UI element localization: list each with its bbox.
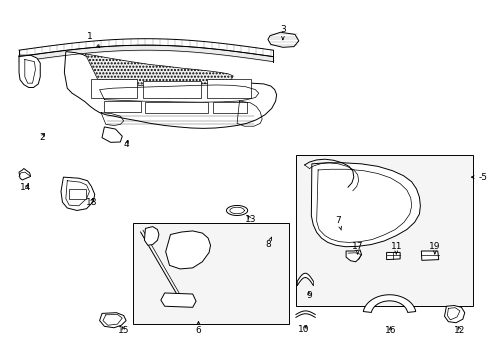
Polygon shape [311,163,420,247]
Text: 12: 12 [453,326,465,335]
Text: 4: 4 [123,140,129,149]
Text: -5: -5 [477,173,486,182]
Bar [212,102,246,113]
Polygon shape [346,250,361,262]
Polygon shape [226,206,247,216]
Text: 13: 13 [244,215,256,224]
Text: 15: 15 [118,326,129,335]
Polygon shape [19,55,40,87]
Text: 1: 1 [87,32,100,48]
Polygon shape [85,54,233,85]
Bar [104,101,141,112]
Bar [91,78,137,98]
Polygon shape [102,127,122,142]
Bar [145,102,208,113]
Bar [142,81,201,98]
Polygon shape [64,51,276,129]
Bar [133,223,288,324]
Text: 18: 18 [85,198,97,207]
Text: 11: 11 [390,242,401,254]
Polygon shape [386,252,399,260]
Text: 9: 9 [306,291,312,300]
Polygon shape [61,177,95,211]
Polygon shape [363,295,415,312]
Bar [295,155,472,306]
Text: 10: 10 [297,325,309,334]
Polygon shape [19,168,31,180]
Text: 2: 2 [39,133,44,142]
Text: 14: 14 [20,183,31,192]
Polygon shape [421,251,438,260]
Text: 19: 19 [428,242,440,254]
Text: 8: 8 [265,237,271,249]
Polygon shape [100,313,126,328]
Polygon shape [144,226,159,245]
Text: 7: 7 [335,216,341,230]
Text: 17: 17 [351,242,363,254]
Bar [69,189,86,199]
Polygon shape [165,231,210,269]
Polygon shape [267,32,298,47]
Polygon shape [444,306,464,323]
Text: 16: 16 [384,326,395,335]
Polygon shape [161,293,196,307]
Text: 3: 3 [280,25,285,40]
Bar [207,78,250,98]
Text: 6: 6 [195,321,201,335]
